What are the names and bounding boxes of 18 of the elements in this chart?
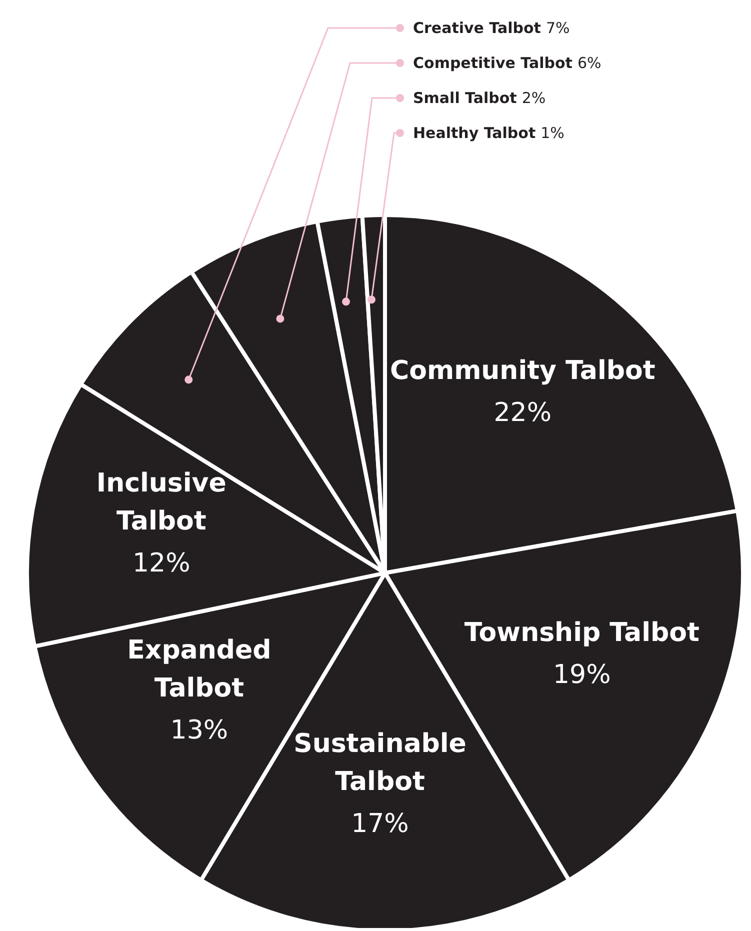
data-label: 1% (540, 124, 564, 142)
data-label: 2% (522, 89, 546, 107)
data-label: 19% (553, 660, 611, 690)
data-label: 13% (170, 716, 228, 746)
data-label: 7% (546, 19, 570, 37)
slice-label: Expanded Talbot (127, 636, 272, 704)
slice-label: Sustainable Talbot (294, 728, 466, 797)
data-label: 22% (494, 398, 552, 428)
slice-label: Creative Talbot (413, 19, 541, 37)
slice-label: Community Talbot (390, 356, 656, 386)
slice-label: Healthy Talbot (413, 124, 536, 142)
slice-label: Small Talbot (413, 89, 517, 107)
slice-label: Inclusive Talbot (96, 468, 226, 536)
slice-label: Township Talbot (464, 618, 700, 648)
data-label: 6% (577, 54, 602, 72)
data-label: 12% (132, 548, 190, 578)
slice-label: Competitive Talbot (413, 54, 572, 72)
data-label: 17% (351, 808, 409, 839)
